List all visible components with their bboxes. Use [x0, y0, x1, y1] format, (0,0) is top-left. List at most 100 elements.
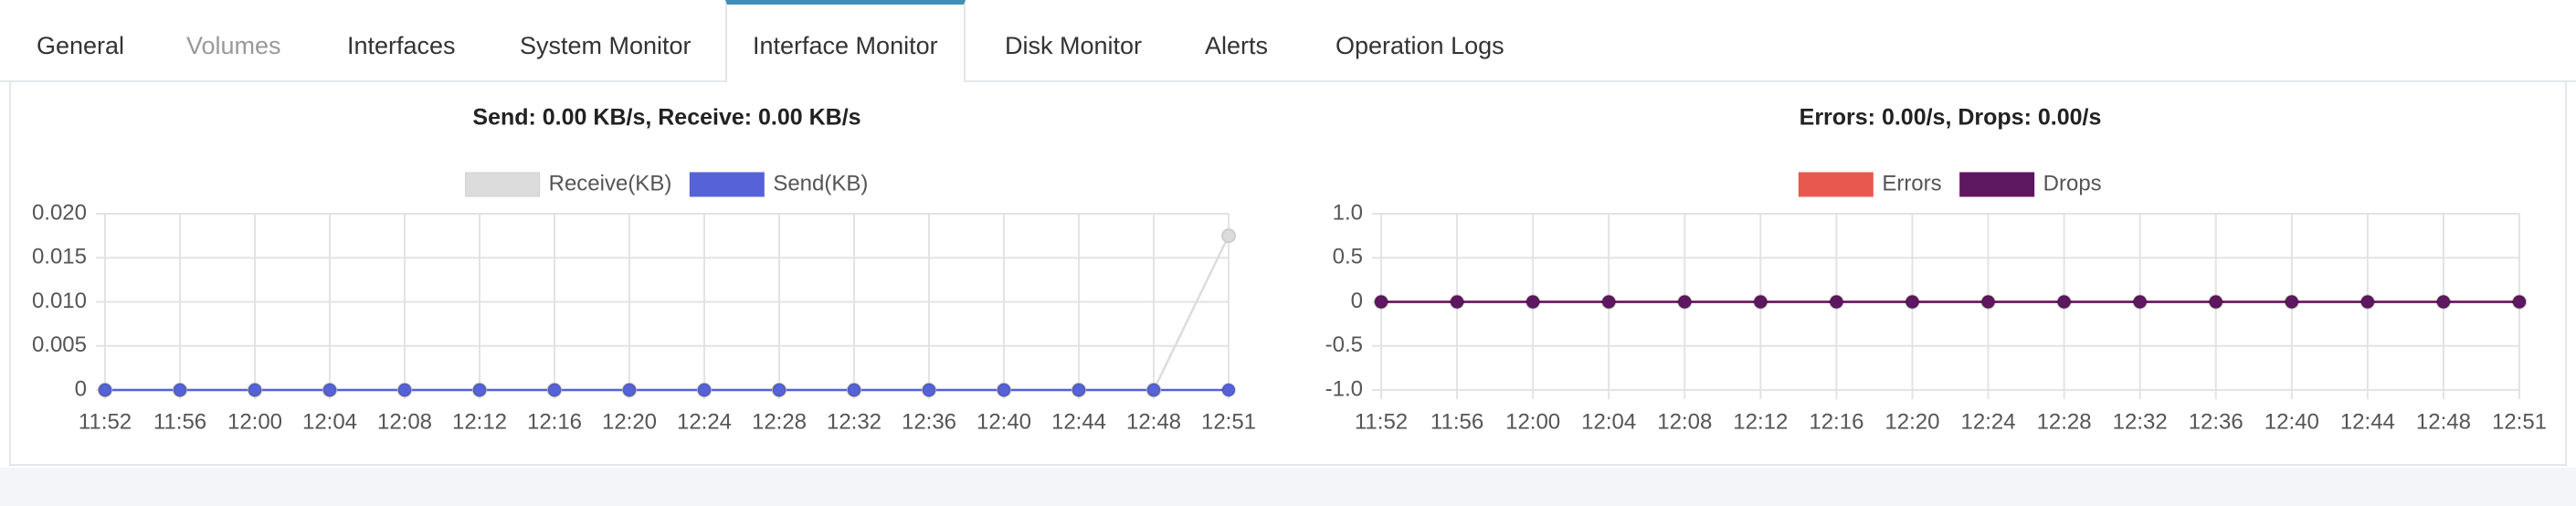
x-tick-label: 12:40: [977, 409, 1031, 434]
y-tick-label: 0.010: [32, 289, 87, 313]
x-tick-label: 11:56: [1431, 409, 1483, 434]
x-tick-label: 12:44: [2340, 409, 2395, 434]
x-tick-label: 12:40: [2265, 409, 2319, 434]
y-tick-label: 0.020: [32, 200, 87, 225]
legend-swatch: [1959, 172, 2035, 197]
x-tick-label: 11:52: [79, 409, 132, 434]
x-tick-label: 12:24: [677, 409, 732, 434]
x-tick-label: 12:04: [302, 409, 357, 434]
x-tick-label: 11:52: [1355, 409, 1408, 434]
x-tick-label: 12:08: [1657, 409, 1712, 434]
data-point: [2132, 294, 2148, 310]
legend-swatch: [689, 172, 765, 197]
data-point: [1526, 294, 1541, 310]
x-tick-label: 12:28: [2037, 409, 2092, 434]
data-point: [1374, 294, 1388, 310]
y-tick-label: 0.5: [1333, 245, 1363, 269]
data-point: [98, 383, 112, 397]
y-tick-label: -1.0: [1325, 376, 1363, 401]
x-tick-label: 12:32: [827, 409, 882, 434]
data-point: [922, 383, 936, 397]
chart-title: Errors: 0.00/s, Drops: 0.00/s: [1800, 105, 2102, 131]
data-point: [1753, 294, 1768, 310]
data-point: [1601, 294, 1617, 310]
data-point: [547, 383, 562, 397]
x-tick-label: 12:51: [1201, 409, 1256, 434]
x-tick-label: 12:24: [1961, 409, 2016, 434]
data-point: [1146, 383, 1161, 397]
tab[interactable]: General: [37, 32, 125, 59]
x-tick-label: 12:20: [602, 409, 657, 434]
tab[interactable]: System Monitor: [520, 32, 692, 59]
y-tick-label: 0: [75, 376, 87, 401]
x-tick-label: 12:36: [2189, 409, 2243, 434]
data-point: [397, 383, 412, 397]
panel: [9, 82, 2567, 466]
legend-swatch: [465, 172, 541, 197]
x-tick-label: 12:20: [1884, 409, 1939, 434]
series-line: [105, 235, 1230, 392]
data-point: [173, 383, 187, 397]
data-point: [622, 383, 637, 397]
data-point: [1450, 294, 1465, 310]
legend-label: Send(KB): [773, 171, 868, 195]
tab[interactable]: Interfaces: [347, 32, 456, 59]
y-tick-label: 0: [1351, 289, 1363, 313]
tab[interactable]: Operation Logs: [1336, 32, 1504, 59]
tab: Volumes: [186, 32, 281, 59]
legend-label: Drops: [2043, 171, 2102, 195]
x-tick-label: 12:16: [527, 409, 582, 434]
x-tick-label: 12:28: [752, 409, 807, 434]
tab[interactable]: Alerts: [1205, 32, 1269, 59]
data-point: [2208, 294, 2223, 310]
data-point: [1905, 294, 1920, 310]
tab[interactable]: Interface Monitor: [753, 32, 938, 59]
x-tick-label: 12:12: [1733, 409, 1788, 434]
data-point: [2512, 294, 2527, 310]
data-point: [2435, 294, 2451, 310]
legend-swatch: [1798, 172, 1874, 197]
x-tick-label: 12:51: [2492, 409, 2547, 434]
x-tick-label: 11:56: [153, 409, 206, 434]
x-tick-label: 12:32: [2113, 409, 2168, 434]
x-tick-label: 12:12: [452, 409, 507, 434]
x-tick-label: 12:08: [377, 409, 432, 434]
data-point: [2360, 294, 2375, 310]
data-point: [772, 383, 787, 397]
data-point: [2284, 294, 2299, 310]
y-tick-label: 1.0: [1333, 200, 1363, 225]
x-tick-label: 12:36: [902, 409, 956, 434]
y-tick-label: -0.5: [1325, 332, 1363, 357]
x-tick-label: 12:04: [1581, 409, 1636, 434]
data-point: [997, 383, 1011, 397]
x-tick-label: 12:00: [227, 409, 282, 434]
data-point: [847, 383, 861, 397]
data-point: [472, 383, 487, 397]
footer: [0, 468, 2576, 506]
x-tick-label: 12:00: [1505, 409, 1560, 434]
data-point: [1829, 294, 1844, 310]
tab[interactable]: Disk Monitor: [1005, 32, 1143, 59]
x-tick-label: 12:48: [1126, 409, 1181, 434]
x-tick-label: 12:16: [1809, 409, 1863, 434]
x-tick-label: 12:48: [2416, 409, 2471, 434]
legend-label: Receive(KB): [549, 171, 672, 195]
data-point: [1072, 383, 1086, 397]
y-tick-label: 0.005: [32, 332, 87, 357]
data-point: [1221, 383, 1236, 397]
data-point: [1980, 294, 1996, 310]
x-tick-label: 12:44: [1051, 409, 1106, 434]
y-tick-label: 0.015: [32, 245, 87, 269]
data-point: [322, 383, 337, 397]
legend-label: Errors: [1882, 171, 1941, 195]
data-point: [1221, 228, 1236, 244]
active-tab-frame: [725, 0, 966, 82]
chart-title: Send: 0.00 KB/s, Receive: 0.00 KB/s: [472, 105, 860, 131]
data-point: [697, 383, 712, 397]
data-point: [2056, 294, 2072, 310]
data-point: [248, 383, 262, 397]
tab-bar: General Volumes Interfaces System Monito…: [0, 0, 2576, 82]
data-point: [1677, 294, 1693, 310]
